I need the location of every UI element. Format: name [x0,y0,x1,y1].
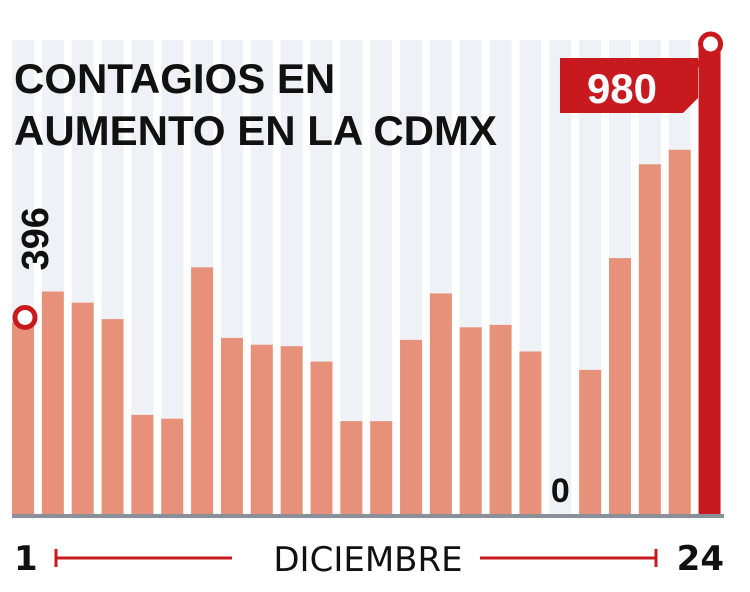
bar-13 [370,421,393,514]
bar-9 [250,344,273,514]
bar-24 [698,40,721,514]
bar-23 [668,149,691,514]
bar-14 [400,339,423,514]
data-label-last: 980 [587,65,657,112]
bar-5 [131,414,154,514]
x-end-label: 24 [677,539,724,579]
bar-17 [489,324,512,514]
bar-21 [609,258,631,514]
title-line-1: CONTAGIOS EN [14,55,335,102]
bar-10 [280,346,303,514]
bar-11 [310,361,333,514]
bar-16 [459,327,482,514]
marker-first [12,304,38,330]
bar-22 [638,164,661,514]
x-axis: 1 DICIEMBRE 24 [14,539,724,580]
bar-15 [429,293,452,514]
title-line-2: AUMENTO EN LA CDMX [14,107,497,154]
bar-8 [220,337,243,514]
bar-7 [191,267,214,514]
grid-band-12 [340,40,363,514]
bar-1 [12,322,34,514]
grid-band-13 [370,40,393,514]
bar-6 [161,418,184,514]
grid-band-19 [549,40,572,514]
data-labels: 396 0 980 [12,31,724,510]
range-line-right [480,549,658,567]
range-line-left [54,549,232,567]
bar-20 [579,369,602,514]
chart-title: CONTAGIOS EN AUMENTO EN LA CDMX [14,55,497,154]
bar-3 [71,302,94,514]
grid-band-5 [131,40,154,514]
x-axis-label: DICIEMBRE [273,540,462,580]
bar-12 [340,421,363,514]
x-start-label: 1 [14,539,38,579]
grid-band-6 [161,40,184,514]
data-label-first: 396 [15,207,57,270]
bar-2 [41,291,64,514]
marker-last [698,31,724,57]
bar-4 [101,319,124,514]
bars [12,40,721,514]
data-label-19: 0 [551,472,570,510]
data-label-box-last [560,58,698,113]
bar-18 [519,351,542,514]
